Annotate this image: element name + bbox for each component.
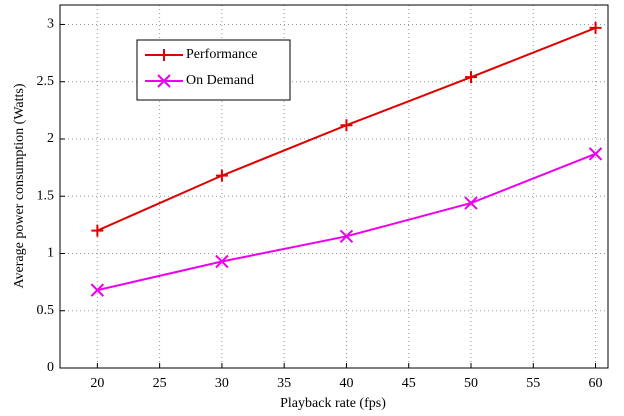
- marker-shape: [158, 49, 170, 61]
- marker: [215, 254, 229, 269]
- marker-shape: [339, 229, 354, 244]
- marker-shape: [588, 147, 603, 161]
- legend-box: [136, 39, 291, 101]
- y-tick-label: 2.5: [37, 74, 55, 89]
- y-tick-label: 1.5: [37, 188, 55, 203]
- x-tick-label: 30: [215, 376, 229, 391]
- y-tick-label: 0.5: [37, 303, 55, 318]
- marker: [589, 21, 602, 34]
- marker-shape: [157, 74, 171, 88]
- x-tick-label: 50: [464, 376, 478, 391]
- x-tick-label: 60: [589, 376, 603, 391]
- x-tick-label: 25: [153, 376, 167, 391]
- x-tick-label: 40: [339, 376, 353, 391]
- x-axis-label: Playback rate (fps): [280, 396, 386, 411]
- marker: [157, 74, 171, 88]
- marker-shape: [589, 21, 602, 34]
- marker: [91, 224, 104, 237]
- marker-shape: [340, 119, 353, 132]
- y-tick-label: 3: [47, 17, 54, 32]
- legend-label: Performance: [186, 47, 258, 62]
- marker-shape: [91, 224, 104, 237]
- marker: [588, 147, 603, 161]
- x-tick-label: 20: [90, 376, 104, 391]
- marker: [90, 283, 105, 297]
- y-axis-label: Average power consumption (Watts): [12, 83, 27, 288]
- marker-shape: [90, 283, 105, 297]
- marker: [339, 229, 354, 244]
- marker-shape: [464, 196, 478, 210]
- marker: [215, 169, 228, 182]
- y-tick-label: 2: [47, 131, 54, 146]
- x-tick-label: 35: [277, 376, 291, 391]
- marker-shape: [465, 71, 477, 84]
- marker: [464, 196, 478, 210]
- marker: [158, 49, 170, 61]
- marker-shape: [215, 169, 228, 182]
- marker: [340, 119, 353, 132]
- legend-label: On Demand: [186, 73, 254, 88]
- y-tick-label: 0: [47, 360, 54, 375]
- x-tick-label: 55: [526, 376, 540, 391]
- x-tick-label: 45: [402, 376, 416, 391]
- plot-frame: [59, 4, 609, 369]
- y-tick-label: 1: [47, 246, 54, 261]
- marker: [465, 71, 477, 84]
- marker-shape: [215, 254, 229, 269]
